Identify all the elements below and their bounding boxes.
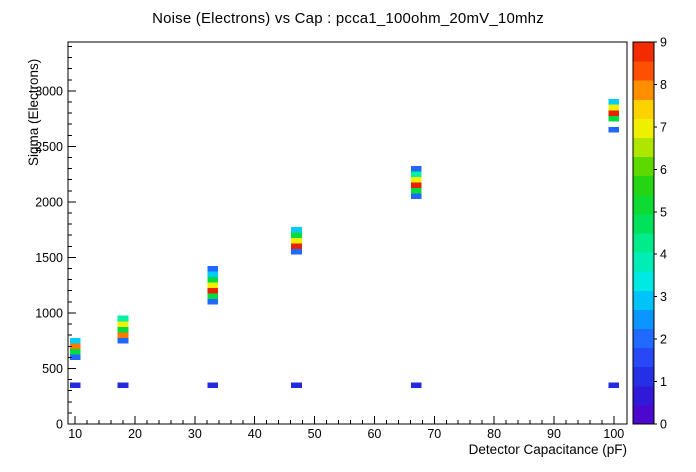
svg-text:3000: 3000 — [35, 84, 63, 98]
bin-cell — [117, 382, 129, 388]
bin-cell — [207, 265, 219, 272]
svg-text:100: 100 — [603, 427, 624, 441]
bin-cell — [291, 249, 303, 255]
svg-text:8: 8 — [660, 78, 667, 92]
svg-text:50: 50 — [308, 427, 322, 441]
svg-text:1500: 1500 — [35, 251, 63, 265]
bin-cell — [410, 188, 422, 194]
svg-text:6: 6 — [660, 163, 667, 177]
bin-cell — [608, 110, 620, 116]
bin-cell — [69, 349, 81, 355]
svg-text:80: 80 — [487, 427, 501, 441]
svg-text:70: 70 — [427, 427, 441, 441]
plot-frame — [67, 41, 628, 425]
bin-cell — [608, 115, 620, 122]
svg-text:2500: 2500 — [35, 140, 63, 154]
bin-cell — [69, 337, 81, 344]
bin-cell — [207, 299, 219, 305]
svg-text:2: 2 — [660, 333, 667, 347]
bin-cell — [608, 126, 620, 133]
colorbar: 0 1 2 3 4 5 6 7 8 9 — [632, 36, 667, 432]
x-axis-title: Detector Capacitance (pF) — [468, 442, 627, 457]
svg-text:1000: 1000 — [35, 306, 63, 320]
svg-text:0: 0 — [660, 418, 667, 432]
bin-cell — [117, 332, 129, 338]
bin-cell — [69, 354, 81, 361]
svg-text:40: 40 — [248, 427, 262, 441]
svg-text:7: 7 — [660, 120, 667, 134]
bin-cell — [291, 243, 303, 250]
svg-text:500: 500 — [42, 362, 63, 376]
bin-cell — [207, 287, 219, 294]
bin-cell — [207, 271, 219, 277]
bin-cell — [410, 176, 422, 183]
bin-cell — [207, 293, 219, 300]
chart-title: Noise (Electrons) vs Cap : pcca1_100ohm_… — [152, 10, 544, 27]
svg-text:4: 4 — [660, 248, 667, 262]
svg-text:0: 0 — [56, 418, 63, 432]
bin-cell — [207, 382, 219, 388]
bin-cell — [207, 276, 219, 283]
bin-cell — [410, 382, 422, 388]
svg-text:2000: 2000 — [35, 195, 63, 209]
svg-text:20: 20 — [128, 427, 142, 441]
svg-text:90: 90 — [547, 427, 561, 441]
bin-cell — [291, 382, 303, 388]
bin-cell — [410, 165, 422, 172]
svg-text:30: 30 — [188, 427, 202, 441]
svg-text:3: 3 — [660, 290, 667, 304]
bin-cell — [207, 282, 219, 288]
bin-cell — [117, 315, 129, 322]
svg-text:1: 1 — [660, 375, 667, 389]
bin-cell — [291, 232, 303, 238]
bin-cell — [69, 382, 81, 388]
bin-cell — [117, 337, 129, 344]
svg-text:10: 10 — [68, 427, 82, 441]
bin-cell — [410, 182, 422, 189]
bin-cell — [608, 99, 620, 105]
bin-cell — [117, 326, 129, 333]
svg-text:60: 60 — [367, 427, 381, 441]
bin-cell — [410, 193, 422, 200]
svg-text:5: 5 — [660, 205, 667, 219]
bin-cell — [608, 104, 620, 111]
svg-text:9: 9 — [660, 36, 667, 50]
bin-cell — [117, 321, 129, 327]
bin-cell — [608, 382, 620, 388]
bin-cell — [291, 237, 303, 244]
histogram-cells — [69, 99, 620, 388]
axes: 10 20 30 40 50 60 70 80 90 1000500100015002000250… — [35, 45, 624, 441]
bin-cell — [410, 171, 422, 177]
bin-cell — [291, 226, 303, 233]
bin-cell — [69, 343, 81, 350]
